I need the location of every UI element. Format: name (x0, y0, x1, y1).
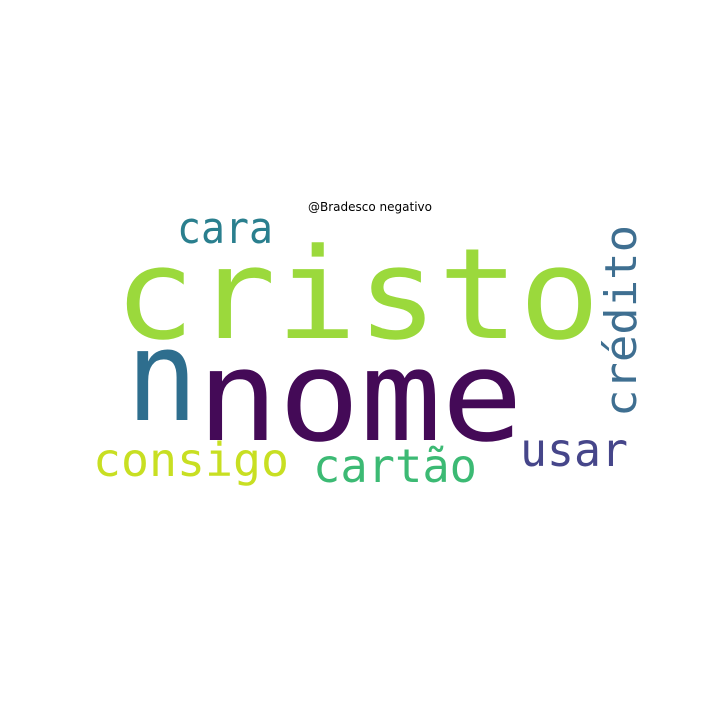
word-n: n (126, 303, 198, 450)
word-cartao: cartão (313, 439, 477, 493)
word-credito: crédito (596, 225, 647, 417)
word-consigo: consigo (93, 433, 289, 487)
word-cara: cara (177, 203, 273, 254)
word-cristo: cristo (114, 221, 600, 368)
word-usar: usar (520, 423, 628, 477)
figure-title: @Bradesco negativo (308, 200, 432, 214)
word-nome: nome (197, 323, 523, 470)
